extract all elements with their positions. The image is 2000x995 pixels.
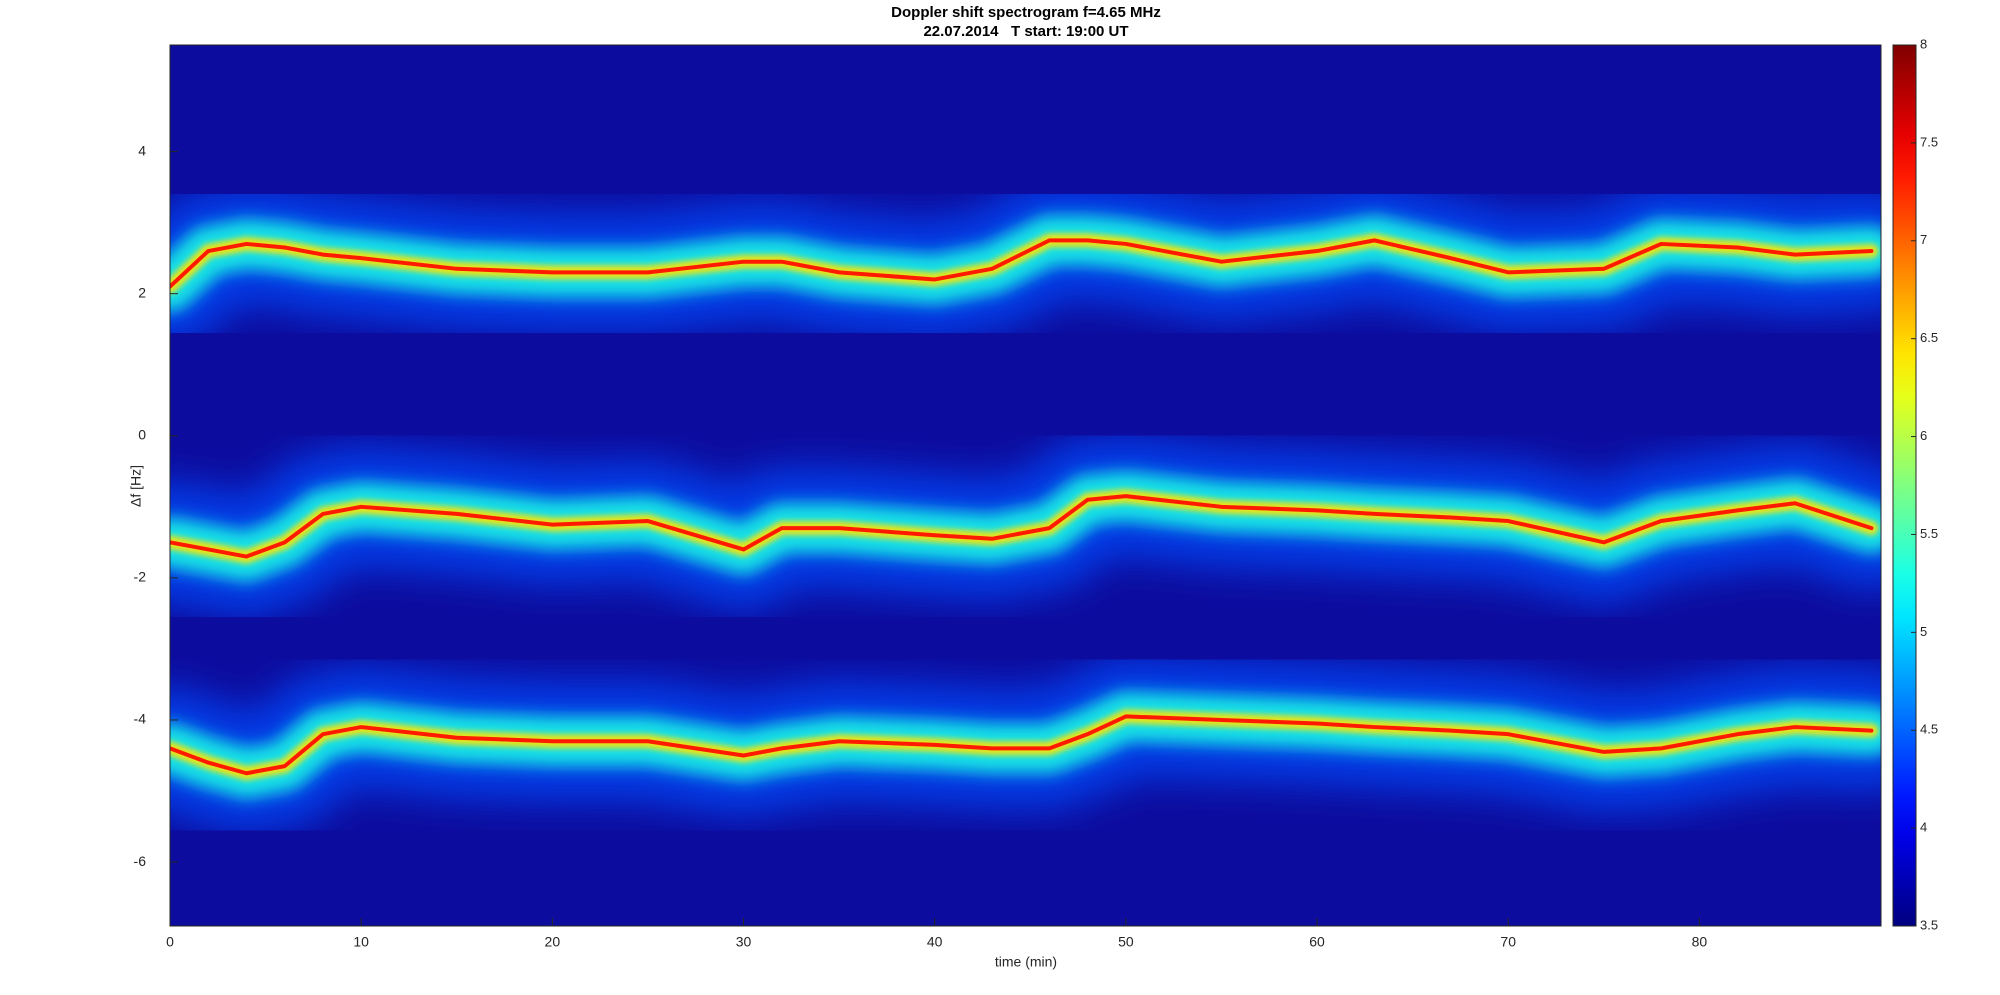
chart-title: Doppler shift spectrogram f=4.65 MHz xyxy=(891,4,1161,21)
colorbar-tick-label: 3.5 xyxy=(1920,917,1938,932)
x-tick-label: 40 xyxy=(927,934,943,950)
colorbar-tick-label: 5.5 xyxy=(1920,526,1938,541)
x-tick-label: 80 xyxy=(1692,934,1708,950)
colorbar xyxy=(1892,44,1917,927)
x-tick-label: 0 xyxy=(166,934,174,950)
colorbar-tick-label: 7.5 xyxy=(1920,134,1938,149)
y-tick-label: 0 xyxy=(138,426,146,442)
x-tick-label: 60 xyxy=(1309,934,1325,950)
peak-line xyxy=(170,238,1874,289)
x-tick-label: 30 xyxy=(736,934,752,950)
x-tick-label: 70 xyxy=(1500,934,1516,950)
y-axis-label: Δf [Hz] xyxy=(128,465,144,507)
y-tick-label: -6 xyxy=(134,853,147,869)
colorbar-tick-label: 8 xyxy=(1920,36,1927,51)
colorbar-tick-label: 6.5 xyxy=(1920,330,1938,345)
colorbar-tick-label: 7 xyxy=(1920,232,1927,247)
colorbar-tick-label: 5 xyxy=(1920,624,1927,639)
y-tick-label: 2 xyxy=(138,284,146,300)
plot-frame xyxy=(169,44,1882,927)
x-axis-label: time (min) xyxy=(995,954,1057,970)
colorbar-tick-label: 4.5 xyxy=(1920,722,1938,737)
x-tick-label: 20 xyxy=(545,934,561,950)
colorbar-tick-label: 6 xyxy=(1920,428,1927,443)
x-tick-label: 50 xyxy=(1118,934,1134,950)
plot-layer xyxy=(170,180,1881,834)
peak-line xyxy=(170,494,1874,559)
y-tick-label: -4 xyxy=(134,711,147,727)
colorbar-tick-label: 4 xyxy=(1920,820,1927,835)
y-tick-label: 4 xyxy=(138,142,146,158)
chart-subtitle: 22.07.2014 T start: 19:00 UT xyxy=(923,23,1128,40)
y-tick-label: -2 xyxy=(134,569,147,585)
x-tick-label: 10 xyxy=(353,934,369,950)
peak-line xyxy=(170,714,1874,776)
